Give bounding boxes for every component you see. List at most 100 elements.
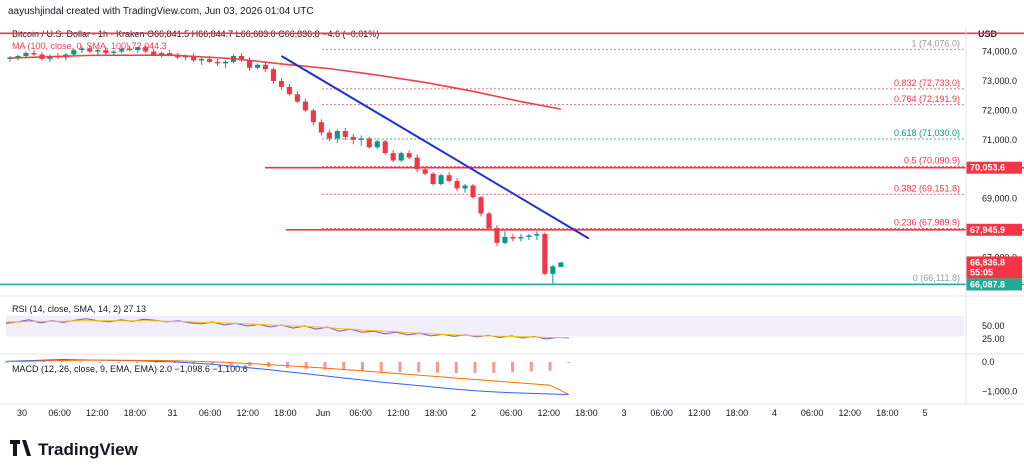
candle-body [414,157,420,170]
candle-body [494,228,500,243]
candle-body [270,69,276,81]
candle-body [518,237,524,239]
time-axis-tick: 4 [772,408,777,418]
candle-body [87,48,93,52]
candle-body [278,80,284,87]
candle-body [438,175,444,185]
candle-body [151,51,157,55]
macd-histogram-bar [567,361,571,363]
macd-histogram-bar [117,361,121,363]
macd-histogram-bar [79,361,83,363]
tradingview-logo-icon [10,440,31,456]
candle-body [334,131,340,139]
price-axis-tick: 74,000.0 [982,47,1017,57]
candle-body [510,237,516,239]
time-axis-tick: 2 [471,408,476,418]
macd-histogram-bar [454,361,458,374]
candle-body [342,131,348,137]
macd-histogram-bar [492,361,496,373]
price-tag-label: 66,087.8 [970,279,1005,289]
candle-body [382,141,388,154]
time-axis-tick: 12:00 [387,408,410,418]
macd-histogram-bar [342,361,346,371]
macd-histogram-bar [173,361,177,364]
rsi-pane[interactable]: RSI (14, close, SMA, 14, 2) 27.13 50.00 25… [5,304,1005,344]
macd-series-line [5,359,570,396]
fib-label-0.382: 0.382 (69,151.8) [894,183,960,193]
candle-body [191,55,197,61]
time-axis-tick: 31 [167,408,177,418]
fib-label-0.236: 0.236 (67,989.9) [894,217,960,227]
candle-body [95,50,101,52]
candle-body [167,53,173,55]
price-tag [966,256,1022,279]
candle-body [135,47,141,51]
rsi-band [6,315,964,337]
candle-body [31,53,37,55]
macd-histogram-bar [473,361,477,374]
candle-body [15,55,21,58]
macd-histogram-bar [98,361,102,363]
candle-body [478,197,484,214]
candle-body [558,262,564,267]
macd-histogram-bar [323,361,327,370]
macd-histogram-bar [210,361,214,365]
time-axis-tick: 18:00 [124,408,147,418]
candle-body [470,185,476,198]
tradingview-logo: TradingView [10,440,139,459]
macd-axis-tick: 0.0 [982,357,995,367]
macd-histogram-bar [248,361,252,367]
candle-body [199,58,205,61]
candle-body [406,153,412,158]
candle-body [422,169,428,174]
macd-histogram-bar [511,361,515,373]
price-tag [966,278,1022,291]
rsi-axis-tick: 25.00 [982,334,1005,344]
macd-axis-tick: −1,000.0 [982,387,1017,397]
candle-body [502,237,508,243]
candle-body [454,181,460,189]
time-axis[interactable]: 30 06:00 12:00 18:00 31 06:00 12:00 18:00 Jun 06:… [17,408,928,418]
time-axis-tick: 5 [922,408,927,418]
ma-legend: MA (100, close, 0, SMA, 100) 72,044.3 [12,41,167,51]
candle-body [238,55,245,61]
candle-body [79,48,85,51]
candle-body [550,266,556,274]
macd-histogram-bar [154,361,158,363]
candle-body [366,138,372,148]
time-axis-tick: 12:00 [86,408,109,418]
candle-body [254,64,261,68]
candle-body [318,122,324,133]
candle-body [111,51,117,54]
time-axis-tick: 06:00 [48,408,71,418]
candle-body [215,61,221,64]
fib-label-1: 1 (74,076.0) [911,38,960,48]
time-axis-tick: 18:00 [274,408,297,418]
macd-histogram-bar [229,361,233,366]
candle-body [71,50,77,55]
price-tag [966,161,1022,174]
price-pane[interactable]: 74,000.073,000.072,000.071,000.070,000.0… [0,28,1024,405]
time-axis-tick: 06:00 [199,408,222,418]
price-tag-countdown: 55:05 [970,267,993,277]
time-axis-tick: 18:00 [726,408,749,418]
candle-body [542,234,548,274]
macd-histogram-bar [4,361,8,363]
macd-histogram-bar [42,361,46,363]
macd-histogram-bar [360,361,364,372]
macd-pane[interactable]: MACD (12, 26, close, 9, EMA, EMA) 2.0 −1… [4,357,1018,397]
rsi-series-line [6,320,569,338]
candle-body [222,61,229,64]
candle-body [446,175,452,182]
candle-body [390,153,396,161]
candle-body [143,47,149,52]
time-axis-tick: 30 [17,408,27,418]
candle-body [23,53,29,56]
time-axis-tick: 12:00 [236,408,259,418]
candle-body [486,213,492,229]
bearish-trendline [280,55,590,240]
price-tag-label: 67,945.9 [970,225,1005,235]
price-axis-tick: 69,000.0 [982,194,1017,204]
